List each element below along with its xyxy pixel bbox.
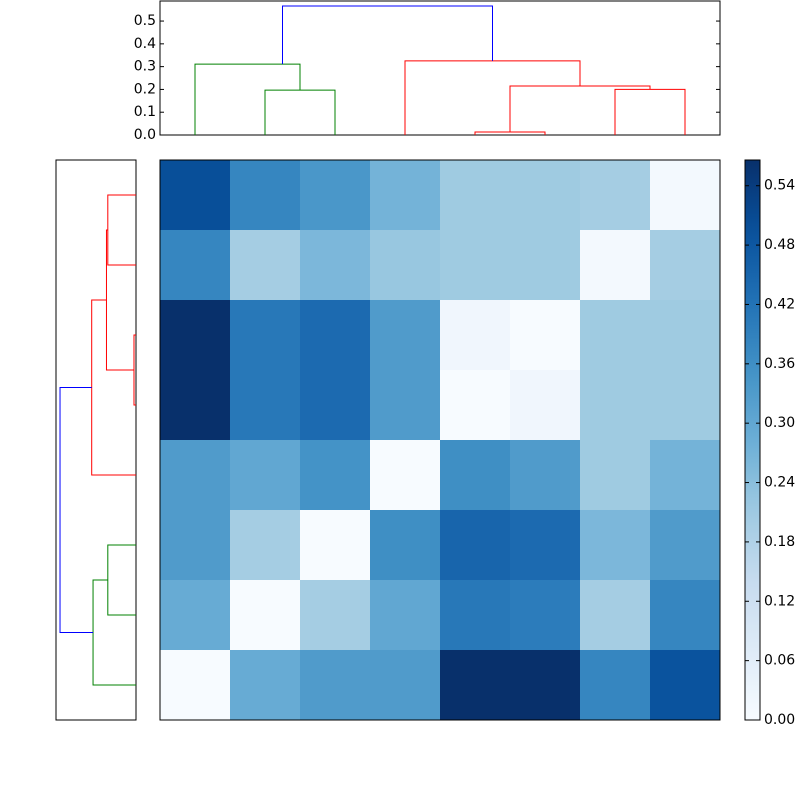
heatmap-cell	[440, 230, 511, 301]
heatmap-cell	[160, 650, 231, 721]
dendrogram-link	[105, 229, 134, 371]
colorbar-tick-label: 0.24	[764, 475, 795, 491]
heatmap-cell	[510, 300, 581, 371]
heatmap-cell	[300, 580, 371, 651]
colorbar-tick-label: 0.54	[764, 178, 795, 194]
colorbar-tick-label: 0.36	[764, 356, 795, 372]
dendrogram-link	[107, 194, 136, 266]
colorbar-tick-label: 0.48	[764, 237, 795, 253]
heatmap-cell	[160, 510, 231, 581]
heatmap-cell	[580, 370, 651, 441]
heatmap-cell	[580, 650, 651, 721]
dendrogram-link	[404, 60, 581, 135]
y-tick-label: 0.3	[134, 59, 156, 75]
heatmap-cell	[160, 580, 231, 651]
y-tick-label: 0.4	[134, 36, 156, 52]
heatmap-cell	[510, 510, 581, 581]
dendrogram-link	[59, 387, 94, 633]
axes-frame	[159, 159, 721, 721]
heatmap-cell	[230, 650, 301, 721]
heatmap-cell	[160, 440, 231, 511]
y-tick-label: 0.1	[134, 104, 156, 120]
dendrogram-link	[282, 5, 493, 65]
heatmap-cell	[510, 160, 581, 231]
heatmap-cell	[650, 300, 721, 371]
heatmap-cell	[230, 160, 301, 231]
heatmap-cell	[160, 230, 231, 301]
y-tick-label: 0.2	[134, 81, 156, 97]
heatmap-cell	[370, 370, 441, 441]
colorbar-tick-label: 0.42	[764, 296, 795, 312]
heatmap-cell	[650, 230, 721, 301]
heatmap-cell	[580, 580, 651, 651]
heatmap-cell	[440, 370, 511, 441]
heatmap-cell	[300, 440, 371, 511]
heatmap-cell	[370, 230, 441, 301]
heatmap-cell	[300, 510, 371, 581]
heatmap-cell	[230, 370, 301, 441]
axes-frame	[55, 159, 137, 721]
heatmap-cell	[160, 160, 231, 231]
heatmap-cell	[440, 580, 511, 651]
dendrogram-link	[91, 299, 136, 476]
y-tick-label: 0.5	[134, 13, 156, 29]
heatmap-cell	[300, 160, 371, 231]
heatmap-cell	[370, 440, 441, 511]
heatmap-cell	[230, 300, 301, 371]
heatmap-cell	[580, 230, 651, 301]
heatmap-cell	[650, 580, 721, 651]
heatmap-cell	[510, 650, 581, 721]
dendrogram-link	[133, 334, 136, 406]
heatmap-cell	[650, 510, 721, 581]
heatmap-cell	[580, 510, 651, 581]
heatmap-cell	[440, 160, 511, 231]
colorbar-tick-label: 0.18	[764, 534, 795, 550]
heatmap-cell	[160, 300, 231, 371]
heatmap-cell	[230, 440, 301, 511]
heatmap-cell	[650, 160, 721, 231]
heatmap-cell	[370, 510, 441, 581]
colorbar	[744, 159, 761, 721]
heatmap-cell	[580, 300, 651, 371]
dendrogram-link	[194, 63, 301, 135]
dendrogram-link	[107, 544, 136, 616]
heatmap-cell	[230, 580, 301, 651]
heatmap-cell	[300, 370, 371, 441]
heatmap-cell	[580, 160, 651, 231]
heatmap-cell	[230, 230, 301, 301]
heatmap-cell	[300, 300, 371, 371]
heatmap-cell	[440, 440, 511, 511]
colorbar-tick-label: 0.30	[764, 415, 795, 431]
heatmap-cell	[510, 580, 581, 651]
heatmap-cell	[160, 370, 231, 441]
heatmap-cell	[510, 370, 581, 441]
dendrogram-link	[509, 85, 651, 133]
dendrogram-link	[614, 88, 686, 135]
heatmap-cell	[650, 370, 721, 441]
heatmap-cell	[230, 510, 301, 581]
heatmap-cell	[300, 230, 371, 301]
colorbar-tick-label: 0.12	[764, 593, 795, 609]
heatmap-cell	[370, 580, 441, 651]
heatmap-cell	[510, 230, 581, 301]
heatmap-cell	[370, 300, 441, 371]
heatmap-cell	[650, 650, 721, 721]
colorbar-tick-label: 0.06	[764, 653, 795, 669]
y-tick-label: 0.0	[134, 127, 156, 143]
heatmap-cell	[510, 440, 581, 511]
colorbar-tick-label: 0.00	[764, 712, 795, 728]
heatmap-cell	[370, 650, 441, 721]
heatmap-cell	[440, 300, 511, 371]
heatmap-cell	[580, 440, 651, 511]
heatmap-cell	[440, 510, 511, 581]
dendrogram-link	[264, 89, 336, 135]
dendrogram-link	[92, 579, 136, 686]
heatmap-cell	[370, 160, 441, 231]
axes-frame	[159, 0, 721, 136]
heatmap-cell	[650, 440, 721, 511]
heatmap-cell	[300, 650, 371, 721]
heatmap-cell	[440, 650, 511, 721]
